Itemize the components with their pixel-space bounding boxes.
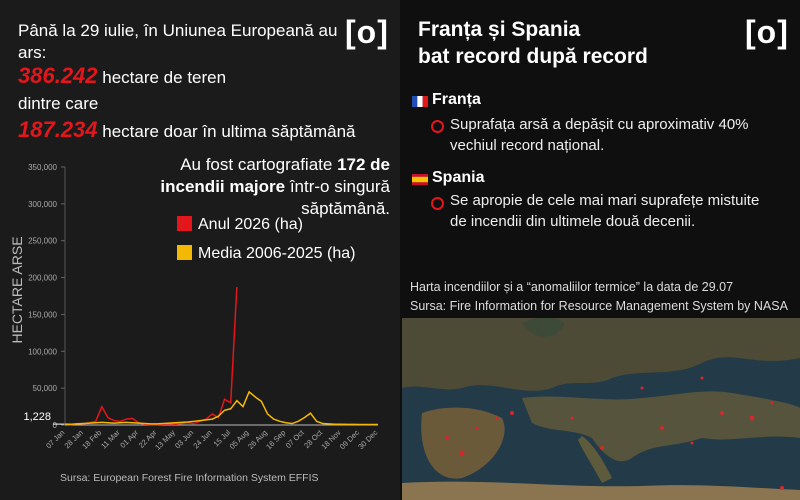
x-tick-label: 11 Mar xyxy=(99,428,122,451)
title-line: bat record după record xyxy=(418,45,648,68)
x-tick-label: 24 Jun xyxy=(191,428,213,450)
right-title: Franța și Spania bat record după record xyxy=(418,16,648,70)
week-line: 187.234 hectare doar în ultima săptămână xyxy=(18,118,356,144)
chart-source: Sursa: European Forest Fire Information … xyxy=(60,472,319,484)
map xyxy=(402,318,800,500)
total-text: hectare de teren xyxy=(97,68,227,87)
y-tick-label: 0 xyxy=(53,421,58,430)
intro: Până la 29 iulie, în Uniunea Europeană a… xyxy=(18,21,338,62)
x-tick-label: 16 Sep xyxy=(264,428,287,451)
x-tick-label: 13 May xyxy=(153,428,177,452)
logo: [o] xyxy=(345,14,389,50)
bullet xyxy=(431,197,444,210)
fires-bold: 172 de incendii majore xyxy=(160,155,390,196)
spain: Spania xyxy=(432,169,485,186)
y-tick-label: 300,000 xyxy=(28,200,57,209)
line xyxy=(64,390,378,426)
x-tick-label: 05 Aug xyxy=(228,428,251,451)
legend-swatch xyxy=(177,216,192,231)
chart: 0 50,000 100,000 150,000 200,000 250,000 300,0… xyxy=(9,163,380,484)
map-caption: Harta incendiilor și a “anomaliilor term… xyxy=(410,280,734,294)
x-tick-label: 30 Dec xyxy=(356,428,379,451)
y-tick-label: 200,000 xyxy=(28,274,57,283)
total-line: 386.242 hectare de teren xyxy=(18,64,226,90)
x-tick-label: 03 Jun xyxy=(173,428,195,450)
title-line: Franța și Spania xyxy=(418,18,581,41)
y-tick-label: 100,000 xyxy=(28,347,57,356)
y-tick-label: 150,000 xyxy=(28,310,57,319)
x-tick-label: 07 Oct xyxy=(284,427,307,450)
line xyxy=(64,286,238,426)
y-tick-label: 350,000 xyxy=(28,163,57,172)
fires-pre: Au fost cartografiate xyxy=(180,155,338,174)
flag-france xyxy=(412,96,428,107)
spain-text: Se apropie de cele mai mari suprafețe mi… xyxy=(450,192,760,230)
map-source: Sursa: Fire Information for Resource Man… xyxy=(410,299,788,313)
between: dintre care xyxy=(18,94,99,113)
x-tick-label: 18 Nov xyxy=(319,428,342,451)
flag-spain xyxy=(412,174,428,185)
y-axis-title: HECTARE ARSE xyxy=(9,236,25,343)
fires: Au fost cartografiate 172 de incendii ma… xyxy=(150,154,390,220)
week-text: hectare doar în ultima săptămână xyxy=(97,122,356,141)
bullet xyxy=(431,120,444,133)
total: 386.242 xyxy=(18,63,98,88)
y-tick-label: 50,000 xyxy=(33,384,58,393)
logo: [o] xyxy=(745,14,789,50)
france: Franța xyxy=(432,91,481,108)
left-panel xyxy=(0,0,400,500)
x-tick-label: 18 Feb xyxy=(80,428,103,451)
legend-label: Anul 2026 (ha) xyxy=(198,216,303,233)
france-text: Suprafața arsă a depășit cu aproximativ … xyxy=(450,116,749,154)
y-annotation: 1,228 xyxy=(23,411,51,423)
x-tick-label: 01 Apr xyxy=(118,428,140,450)
y-tick-label: 250,000 xyxy=(28,237,57,246)
x-tick-label: 07 Jan xyxy=(44,428,66,450)
legend-swatch xyxy=(177,245,192,260)
legend-label: Media 2006-2025 (ha) xyxy=(198,245,355,262)
week: 187.234 xyxy=(18,117,98,142)
x-tick-label: 09 Dec xyxy=(338,428,361,451)
fires-post: într-o singură săptămână. xyxy=(285,177,390,218)
